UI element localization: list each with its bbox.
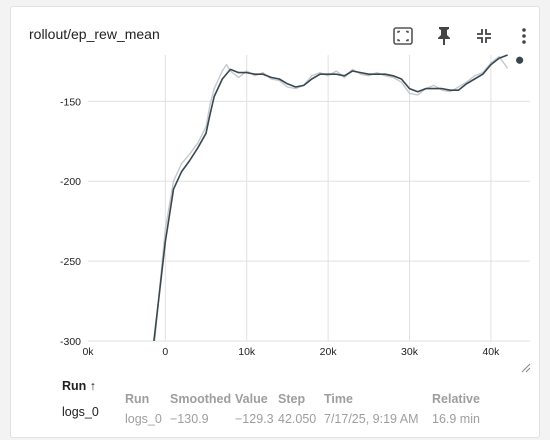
collapse-icon[interactable] [472, 24, 496, 48]
y-tick-label: -200 [60, 176, 81, 188]
col-header-relative: Relative [432, 392, 480, 406]
x-tick-label: 0k [82, 346, 94, 358]
col-header-run: Run [125, 392, 150, 406]
x-tick-label: 40k [482, 346, 500, 358]
y-tick-label: -250 [60, 256, 81, 268]
scalar-card: rollout/ep_rew_mean -150 -200 -250 -300 0k 0 1… [10, 6, 540, 438]
x-tick-label: 0 [162, 346, 168, 358]
runs-list-item[interactable]: logs_0 [62, 405, 99, 419]
series-line-value [154, 55, 509, 341]
resize-handle-icon[interactable] [521, 363, 531, 373]
fit-domain-icon[interactable] [391, 24, 415, 48]
cell-time: 7/17/25, 9:19 AM [324, 412, 419, 426]
col-header-smoothed: Smoothed [170, 392, 232, 406]
y-tick-label: -150 [60, 96, 81, 108]
x-tick-label: 20k [320, 346, 338, 358]
col-header-time: Time [324, 392, 353, 406]
more-vert-icon[interactable] [512, 24, 536, 48]
series-line-smoothed [153, 54, 508, 341]
cell-step: 42.050 [278, 412, 317, 426]
col-header-step: Step [278, 392, 306, 406]
x-tick-label: 30k [401, 346, 419, 358]
cell-relative: 16.9 min [432, 412, 480, 426]
cell-value: −129.3 [235, 412, 274, 426]
runs-sort-header[interactable]: Run ↑ [62, 379, 97, 393]
cell-smoothed: −130.9 [170, 412, 209, 426]
cell-run: logs_0 [125, 412, 162, 426]
card-title: rollout/ep_rew_mean [29, 26, 160, 42]
pin-icon[interactable] [432, 24, 456, 48]
hover-point-marker [516, 56, 524, 64]
y-tick-label: -300 [60, 336, 81, 348]
x-tick-label: 10k [238, 346, 256, 358]
col-header-value: Value [235, 392, 268, 406]
